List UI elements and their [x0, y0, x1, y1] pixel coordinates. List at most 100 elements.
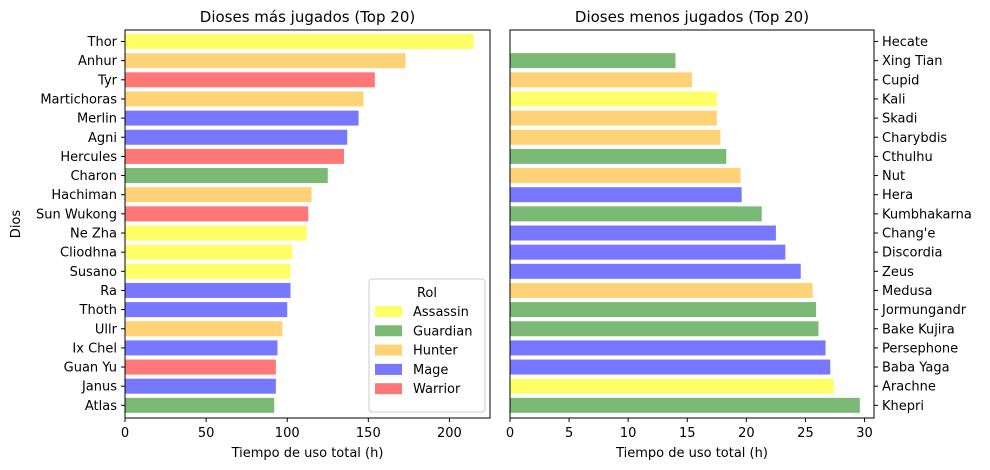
x-tick-label: 50 — [198, 426, 215, 441]
y-axis-label: Dios — [9, 210, 24, 239]
chart-title: Dioses más jugados (Top 20) — [200, 8, 415, 26]
y-tick-label: Merlin — [77, 112, 117, 127]
y-tick-label: Susano — [70, 265, 117, 280]
y-tick-label: Hachiman — [51, 188, 117, 203]
chart-title: Dioses menos jugados (Top 20) — [575, 8, 809, 26]
y-tick-label: Ullr — [95, 322, 118, 337]
x-tick-label: 10 — [620, 426, 637, 441]
bar-khepri — [510, 397, 860, 413]
bar-cupid — [510, 72, 692, 88]
plot-frame — [509, 29, 875, 419]
y-tick-label: Martichoras — [40, 92, 117, 107]
y-tick-label: Jormungandr — [881, 303, 967, 318]
bar-jormungandr — [510, 302, 817, 318]
legend-swatch-mage — [375, 363, 402, 375]
bar-martichoras — [125, 91, 364, 107]
x-tick-label: 150 — [356, 426, 381, 441]
y-tick-label: Thor — [87, 35, 118, 50]
bar-xing-tian — [510, 53, 676, 69]
bar-bake-kujira — [510, 321, 819, 337]
legend-label-mage: Mage — [413, 363, 448, 378]
y-tick-label: Kumbhakarna — [882, 207, 972, 222]
x-tick-label: 25 — [797, 426, 814, 441]
bar-discordia — [510, 244, 786, 260]
bar-nut — [510, 168, 741, 184]
bar-agni — [125, 129, 348, 145]
x-tick-label: 0 — [506, 426, 514, 441]
legend-label-guardian: Guardian — [413, 324, 472, 339]
x-axis-label: Tiempo de uso total (h) — [615, 446, 768, 461]
bar-chang-e — [510, 225, 776, 241]
legend-label-warrior: Warrior — [413, 382, 461, 397]
y-tick-label: Skadi — [882, 112, 917, 127]
legend-label-assassin: Assassin — [413, 305, 469, 320]
bar-persephone — [510, 340, 826, 356]
bar-hera — [510, 187, 742, 203]
y-tick-label: Guan Yu — [64, 361, 117, 376]
bar-merlin — [125, 110, 359, 126]
y-tick-label: Agni — [88, 131, 117, 146]
legend-title: Rol — [417, 286, 437, 301]
legend-swatch-warrior — [375, 383, 402, 395]
x-tick-label: 30 — [856, 426, 873, 441]
bar-skadi — [510, 110, 717, 126]
bar-guan-yu — [125, 359, 276, 375]
legend-label-hunter: Hunter — [413, 344, 458, 359]
y-tick-label: Ra — [100, 284, 117, 299]
bar-charybdis — [510, 129, 721, 145]
bar-atlas — [125, 397, 275, 413]
bar-charon — [125, 168, 328, 184]
y-tick-label: Ix Chel — [72, 341, 117, 356]
bar-cthulhu — [510, 148, 727, 164]
y-tick-label: Sun Wukong — [36, 207, 117, 222]
y-tick-label: Khepri — [882, 399, 924, 414]
y-tick-label: Hecate — [882, 35, 928, 50]
bar-ullr — [125, 321, 283, 337]
legend-swatch-hunter — [375, 344, 402, 356]
y-tick-label: Xing Tian — [882, 54, 943, 69]
x-tick-label: 15 — [679, 426, 696, 441]
y-tick-label: Persephone — [882, 341, 958, 356]
y-tick-label: Zeus — [882, 265, 914, 280]
bar-thor — [125, 34, 474, 49]
bar-tyr — [125, 72, 375, 88]
bar-kali — [510, 91, 717, 107]
plot-frame — [124, 29, 491, 419]
y-tick-label: Anhur — [78, 54, 118, 69]
x-tick-label: 5 — [565, 426, 573, 441]
bar-baba-yaga — [510, 359, 831, 375]
x-tick-label: 100 — [275, 426, 300, 441]
y-tick-label: Kali — [882, 92, 906, 107]
y-tick-label: Charon — [70, 169, 117, 184]
bar-ne-zha — [125, 225, 307, 241]
y-tick-label: Cliodhna — [60, 246, 117, 261]
bar-medusa — [510, 282, 813, 298]
y-tick-label: Thoth — [79, 303, 117, 318]
y-tick-label: Hercules — [60, 150, 117, 165]
y-tick-label: Hera — [882, 188, 913, 203]
legend-swatch-guardian — [375, 325, 402, 337]
bar-janus — [125, 378, 276, 394]
y-tick-label: Baba Yaga — [882, 361, 950, 376]
bar-arachne — [510, 378, 834, 394]
y-tick-label: Chang'e — [882, 227, 935, 242]
bar-ra — [125, 282, 291, 298]
bar-hercules — [125, 148, 344, 164]
y-tick-label: Ne Zha — [70, 227, 117, 242]
y-tick-label: Nut — [882, 169, 905, 184]
x-tick-label: 0 — [121, 426, 129, 441]
bar-hachiman — [125, 187, 312, 203]
y-tick-label: Cupid — [882, 73, 919, 88]
bar-ix-chel — [125, 340, 278, 356]
bar-anhur — [125, 53, 406, 69]
bar-kumbhakarna — [510, 206, 762, 222]
y-tick-label: Atlas — [85, 399, 117, 414]
bar-susano — [125, 263, 291, 279]
y-tick-label: Tyr — [97, 73, 118, 88]
bar-cliodhna — [125, 244, 293, 260]
legend-swatch-assassin — [375, 306, 402, 317]
y-tick-label: Arachne — [882, 380, 936, 395]
bar-sun-wukong — [125, 206, 309, 222]
